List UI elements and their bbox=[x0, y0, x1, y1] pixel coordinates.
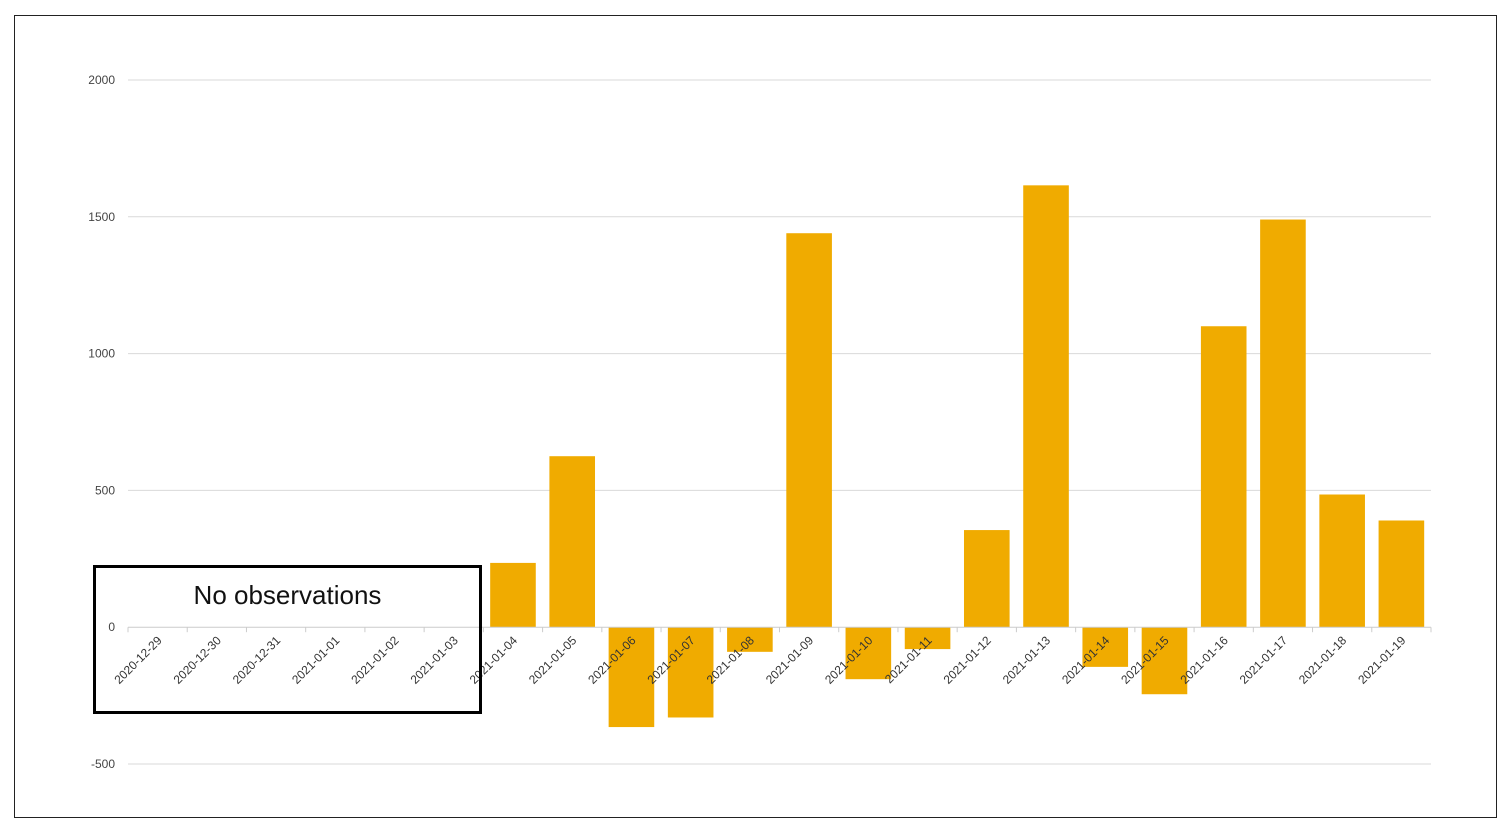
bar bbox=[786, 233, 832, 628]
y-tick-label: 2000 bbox=[88, 73, 115, 87]
bar bbox=[727, 627, 773, 652]
bar bbox=[1260, 219, 1306, 628]
chart-frame bbox=[14, 15, 1497, 818]
bars bbox=[490, 185, 1425, 728]
x-tick-label: 2021-01-05 bbox=[526, 633, 580, 687]
y-tick-label: 1500 bbox=[88, 210, 115, 224]
x-axis bbox=[127, 626, 1432, 633]
bar bbox=[1023, 185, 1069, 628]
bar bbox=[490, 562, 536, 628]
bar bbox=[608, 627, 655, 728]
bar bbox=[1378, 520, 1425, 628]
no-observations-label: No observations bbox=[193, 580, 382, 610]
x-tick-label: 2021-01-19 bbox=[1355, 633, 1409, 687]
y-tick-label: 500 bbox=[95, 483, 115, 497]
x-tick-label: 2021-01-17 bbox=[1237, 633, 1291, 687]
y-axis-ticks: -500 0 500 1000 1500 2000 bbox=[88, 73, 115, 771]
y-tick-label: -500 bbox=[91, 757, 115, 771]
x-tick-label: 2021-01-18 bbox=[1296, 633, 1350, 687]
bar bbox=[1319, 494, 1365, 628]
y-tick-label: 0 bbox=[108, 620, 115, 634]
x-tick-label: 2021-01-13 bbox=[1000, 633, 1054, 687]
bar bbox=[667, 627, 714, 718]
bar bbox=[904, 627, 951, 650]
bar bbox=[1082, 627, 1129, 667]
no-observations-box: No observations bbox=[93, 565, 482, 714]
bar bbox=[963, 530, 1010, 628]
bar bbox=[1141, 627, 1188, 695]
bar bbox=[1200, 326, 1247, 628]
y-tick-label: 1000 bbox=[88, 347, 115, 361]
bar bbox=[549, 456, 596, 628]
bar bbox=[845, 627, 892, 680]
